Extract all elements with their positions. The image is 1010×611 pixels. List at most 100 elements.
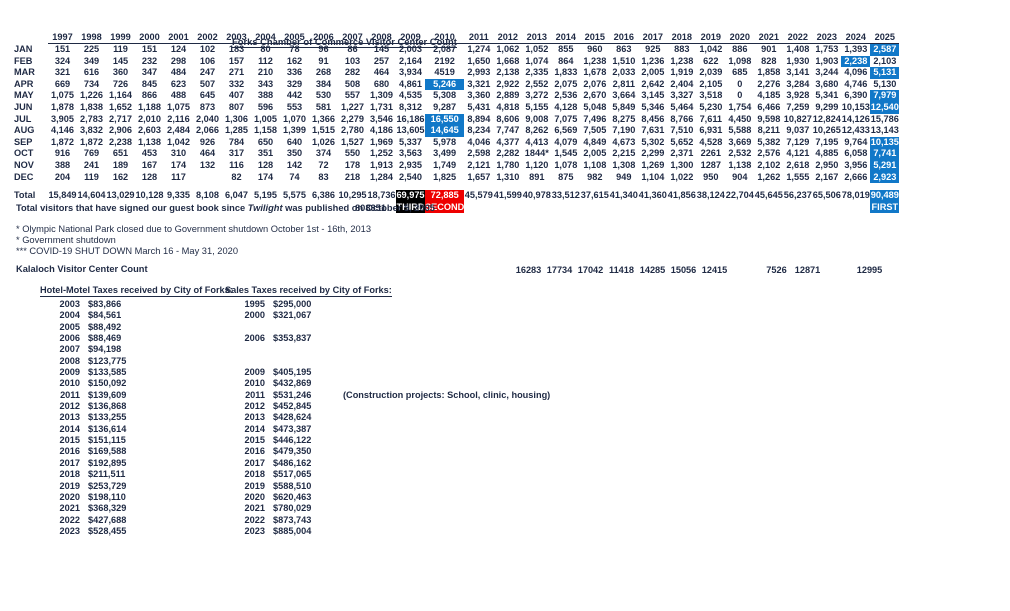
cell-jan-2016: 863 — [616, 44, 632, 54]
cell-nov-2005: 142 — [286, 159, 303, 170]
total-2013: 40,978 — [522, 190, 551, 201]
hotel-tax-amount: $150,092 — [88, 378, 127, 389]
cell-sep-1997: 1,872 — [51, 136, 74, 147]
sales-tax-row: 2012 $452,845 — [225, 401, 550, 412]
cell-jan-2011: 1,274 — [467, 44, 491, 54]
total-2019: 38,124 — [696, 190, 725, 201]
hotel-tax-amount: $211,511 — [88, 469, 126, 480]
cell-aug-2004: 1,158 — [254, 125, 277, 136]
cell-oct-2001: 310 — [170, 148, 187, 159]
sales-tax-amount: $446,122 — [273, 435, 312, 446]
sales-tax-memo — [341, 503, 550, 514]
cell-jan-2008: 145 — [373, 44, 390, 54]
cell-nov-2002: 132 — [199, 159, 216, 170]
cell-jan-2020: 886 — [732, 44, 748, 54]
cell-apr-2007: 508 — [344, 78, 361, 89]
hotel-motel-tax-block: Hotel-Motel Taxes received by City of Fo… — [40, 285, 233, 537]
cell-mar-2006: 268 — [315, 67, 332, 78]
cell-nov-2020: 1,138 — [728, 159, 752, 170]
hotel-tax-year: 2014 — [59, 423, 80, 434]
cell-sep-2017: 5,302 — [641, 136, 665, 147]
cell-jan-2002: 102 — [199, 44, 216, 54]
cell-may-2024: 6,390 — [844, 90, 868, 101]
cell-feb-2023: 1,903 — [815, 55, 839, 66]
cell-oct-2005: 350 — [286, 148, 303, 159]
table-row: MAY 1,075 1,226 1,164 866 488 645 407 388 442 530 5… — [12, 90, 900, 102]
cell-feb-1998: 349 — [83, 55, 100, 66]
cell-jul-2020: 4,450 — [728, 113, 752, 124]
cell-jul-2015: 7,496 — [583, 113, 607, 124]
cell-aug-2018: 7,510 — [670, 125, 694, 136]
sales-tax-memo — [341, 322, 550, 333]
year-header-2013: 2013 — [522, 31, 552, 44]
cell-dec-1998: 119 — [84, 171, 99, 182]
sales-tax-year: 1995 — [244, 299, 265, 309]
cell-aug-2024: 12,433 — [841, 125, 870, 136]
cell-may-2023: 5,341 — [815, 90, 839, 101]
cell-aug-2007: 2,780 — [341, 125, 364, 136]
hotel-tax-row: 2005 $88,492 — [40, 322, 156, 333]
cell-sep-2010: 5,978 — [433, 136, 457, 147]
cell-may-2006: 530 — [315, 90, 332, 101]
cell-aug-1998: 3,832 — [80, 125, 103, 136]
year-header-2015: 2015 — [580, 31, 610, 44]
cell-oct-2000: 453 — [141, 148, 158, 159]
year-header-2011: 2011 — [464, 31, 494, 44]
kalaloch-cell-2012: 16283 — [515, 265, 542, 275]
sales-tax-amount: $885,004 — [273, 525, 312, 536]
cell-may-2025: 7,979 — [870, 90, 900, 102]
rank-empty-2019 — [696, 202, 725, 214]
cell-oct-2025: 7,741 — [870, 148, 900, 160]
cell-oct-2015: 2,005 — [583, 148, 607, 159]
cell-jul-2009: 16,186 — [396, 113, 425, 124]
kalaloch-cell-1998 — [79, 264, 110, 278]
total-2015: 37,615 — [580, 190, 609, 201]
hotel-tax-amount: $169,588 — [88, 446, 127, 457]
cell-feb-2012: 1,668 — [496, 55, 520, 66]
cell-dec-2016: 949 — [616, 171, 632, 182]
cell-sep-2006: 1,026 — [312, 136, 335, 147]
cell-jun-2003: 807 — [228, 101, 245, 112]
cell-jun-2000: 1,188 — [138, 101, 161, 112]
guestbook-count: 808351 — [355, 203, 387, 213]
cell-nov-2021: 2,102 — [757, 159, 781, 170]
hotel-tax-row: 2009 $133,585 — [40, 367, 156, 378]
hotel-motel-tax-body: 2003 $83,866 2004 $84,561 2005 $88,492 2006 $88… — [40, 299, 156, 537]
total-1998: 14,604 — [77, 190, 106, 201]
total-2000: 10,128 — [135, 190, 164, 201]
sales-tax-row: 2018 $517,065 — [225, 469, 550, 480]
guestbook-note-post: was published on October 5, 2005 — [282, 203, 435, 213]
total-2025: 90,489 — [870, 190, 900, 202]
cell-apr-2002: 507 — [199, 78, 216, 89]
cell-dec-2015: 982 — [587, 171, 603, 182]
cell-jan-2017: 925 — [645, 44, 661, 54]
sales-tax-memo — [341, 412, 550, 423]
cell-mar-2010: 4519 — [434, 67, 455, 78]
cell-feb-2007: 103 — [344, 55, 361, 66]
sales-tax-year — [225, 344, 273, 355]
rank-empty-2017 — [638, 202, 667, 214]
cell-jun-2011: 5,431 — [467, 101, 491, 112]
sales-tax-row: 2013 $428,624 — [225, 412, 550, 423]
sales-tax-amount: $295,000 — [273, 299, 312, 309]
sales-tax-amount: $780,029 — [273, 503, 312, 514]
cell-mar-2021: 1,858 — [757, 67, 781, 78]
cell-jul-1998: 2,783 — [80, 113, 103, 124]
hotel-tax-year: 2015 — [59, 435, 80, 446]
sales-tax-body: 1995 $295,000 2000 $321,067 2006 $353,837 20… — [225, 299, 551, 537]
sales-tax-memo — [341, 344, 550, 355]
hotel-tax-amount: $136,614 — [88, 423, 127, 434]
sales-tax-row: 2014 $473,387 — [225, 424, 550, 435]
kalaloch-cell-2021: 12871 — [794, 265, 821, 275]
cell-aug-2023: 10,265 — [812, 125, 841, 136]
cell-aug-2012: 7,747 — [496, 125, 520, 136]
cell-sep-2003: 784 — [228, 136, 245, 147]
total-2018: 41,856 — [667, 190, 696, 201]
rank-empty-2013 — [522, 202, 551, 214]
cell-jun-2019: 5,230 — [699, 101, 723, 112]
rank-badge-row: THIRD SECOND FIRST — [12, 201, 900, 214]
rank-empty-2018 — [667, 202, 696, 214]
cell-apr-2011: 3,321 — [467, 78, 491, 89]
month-label-feb: FEB — [14, 55, 33, 66]
cell-feb-2004: 112 — [258, 55, 273, 66]
